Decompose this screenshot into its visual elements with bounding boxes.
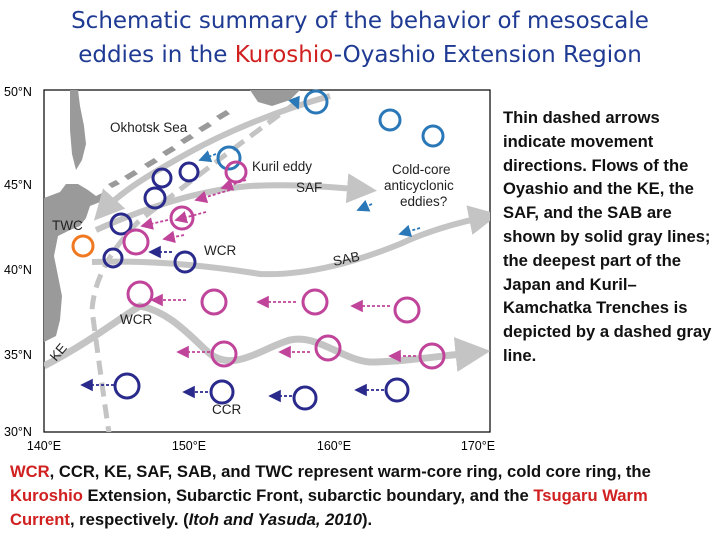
eddy-magenta-9	[314, 334, 342, 362]
saf-flow	[94, 173, 377, 233]
eddy-magenta-8	[210, 340, 238, 368]
side-caption: Thin dashed arrows indicate movement dir…	[503, 108, 712, 365]
eddy-magenta-3	[122, 228, 150, 256]
label-cold-core-3: eddies?	[400, 194, 447, 209]
label-cold-core-2: anticyclonic	[384, 178, 454, 193]
eddies	[71, 89, 446, 411]
lon-150: 150°E	[172, 439, 206, 453]
eddy-magenta-5	[200, 288, 228, 316]
bottom-wcr: WCR	[10, 462, 50, 481]
title-line-2: eddies in the Kuroshio-Oyashio Extension…	[78, 42, 642, 68]
eddy-magenta-2	[169, 205, 195, 231]
lat-35: 35°N	[4, 348, 32, 362]
eddy-cold-blue-2	[378, 108, 402, 132]
eddy-kuril	[216, 145, 242, 171]
citation: Itoh and Yasuda, 2010	[188, 509, 363, 529]
eddy-navy-4	[109, 212, 133, 236]
lon-labels: 140°E 150°E 160°E 170°E	[27, 439, 495, 453]
eddy-magenta-1	[224, 160, 248, 184]
eddy-ccr-4	[384, 377, 410, 403]
eddy-navy-3	[143, 186, 167, 210]
eddy-magenta-4	[126, 280, 154, 308]
lon-140: 140°E	[27, 439, 61, 453]
eddy-magenta-7	[393, 296, 421, 324]
label-sab: SAB	[332, 249, 362, 269]
label-wcr-2: WCR	[120, 312, 152, 327]
label-ccr: CCR	[212, 402, 241, 417]
eddy-ccr-1	[113, 372, 141, 400]
land-kurils	[108, 110, 230, 188]
lon-160: 160°E	[317, 439, 351, 453]
label-okhotsk: Okhotsk Sea	[110, 120, 188, 135]
eddy-cold-blue-3	[421, 124, 445, 148]
title-kuroshio: Kuroshio	[234, 42, 334, 68]
lat-40: 40°N	[4, 263, 32, 277]
bottom-tsugaru: Tsugaru Warm Current	[10, 485, 648, 529]
movement-arrows	[80, 95, 421, 403]
schematic-map: 50°N 45°N 40°N 35°N 30°N 140°E 150°E 160…	[0, 80, 505, 460]
land-sakhalin	[70, 90, 86, 170]
label-wcr-1: WCR	[204, 243, 236, 258]
land-kamchatka	[250, 90, 300, 106]
eddy-ccr-2	[209, 379, 235, 405]
label-cold-core-1: Cold-core	[392, 162, 451, 177]
map-labels: Okhotsk Sea Kuril eddy SAF Cold-core ant…	[47, 120, 454, 417]
oyashio-flow	[93, 93, 331, 221]
ke-flow	[44, 302, 490, 372]
land-hokkaido-honshu	[44, 184, 104, 342]
lat-45: 45°N	[4, 178, 32, 192]
trench-line	[89, 97, 302, 432]
label-twc: TWC	[52, 218, 83, 233]
lat-30: 30°N	[4, 425, 32, 439]
eddy-navy-5	[173, 250, 197, 274]
eddy-navy-2	[151, 167, 173, 189]
eddy-navy-1	[178, 161, 200, 183]
eddy-navy-6	[102, 247, 124, 269]
label-kuril-eddy: Kuril eddy	[252, 159, 312, 174]
eddy-magenta-6	[301, 288, 329, 316]
eddy-twc	[71, 234, 95, 258]
map-svg: 50°N 45°N 40°N 35°N 30°N 140°E 150°E 160…	[4, 85, 495, 453]
eddy-ccr-3	[292, 385, 318, 411]
eddy-magenta-10	[418, 342, 446, 370]
bottom-kuroshio: Kuroshio	[10, 485, 83, 505]
lon-170: 170°E	[461, 439, 495, 453]
label-saf: SAF	[296, 180, 322, 195]
lat-50: 50°N	[4, 85, 32, 99]
title-line-1: Schematic summary of the behavior of mes…	[71, 8, 649, 34]
slide-title: Schematic summary of the behavior of mes…	[0, 4, 720, 72]
lat-labels: 50°N 45°N 40°N 35°N 30°N	[4, 85, 32, 439]
eddy-cold-blue-1	[303, 89, 329, 115]
bottom-caption: WCR, CCR, KE, SAF, SAB, and TWC represen…	[10, 462, 651, 529]
sab-flow	[91, 205, 490, 278]
